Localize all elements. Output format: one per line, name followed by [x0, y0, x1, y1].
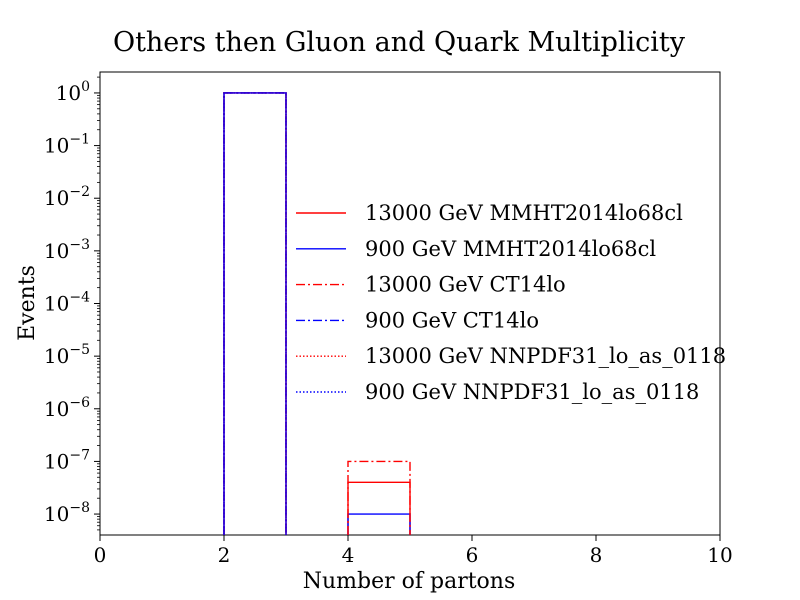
- chart-title: Others then Gluon and Quark Multiplicity: [113, 27, 686, 58]
- bar-series-3-bin-2: [347, 460, 411, 535]
- bar-series-6-bin-1: [223, 92, 287, 535]
- x-tick-label: 0: [94, 543, 107, 567]
- legend-label-5: 13000 GeV NNPDF31_lo_as_0118: [365, 344, 726, 368]
- x-tick-label: 10: [707, 543, 732, 567]
- y-tick-label: 10−5: [44, 342, 90, 368]
- legend-label-4: 900 GeV CT14lo: [365, 308, 539, 332]
- y-tick-label: 10−1: [44, 132, 90, 158]
- y-tick-label: 10−6: [44, 395, 90, 421]
- y-tick-label: 10−4: [44, 290, 90, 316]
- y-tick-label: 100: [56, 79, 90, 105]
- legend-label-3: 13000 GeV CT14lo: [365, 273, 566, 297]
- x-tick-label: 6: [466, 543, 479, 567]
- x-axis-label: Number of partons: [303, 569, 516, 594]
- legend-label-1: 13000 GeV MMHT2014lo68cl: [365, 201, 683, 225]
- y-tick-label: 10−3: [44, 237, 90, 263]
- legend-label-2: 900 GeV MMHT2014lo68cl: [365, 237, 656, 261]
- legend: 13000 GeV MMHT2014lo68cl 900 GeV MMHT2014…: [296, 201, 726, 404]
- y-tick-label: 10−2: [44, 184, 90, 210]
- bar-series-2-bin-2: [347, 513, 411, 535]
- histogram-bars: [223, 92, 411, 535]
- x-tick-label: 4: [342, 543, 355, 567]
- x-axis: 0 2 4 6 8 10: [94, 535, 733, 567]
- legend-label-6: 900 GeV NNPDF31_lo_as_0118: [365, 380, 699, 404]
- x-tick-label: 2: [218, 543, 231, 567]
- y-tick-label: 10−7: [44, 447, 90, 473]
- x-tick-label: 8: [590, 543, 603, 567]
- y-tick-label: 10−8: [44, 500, 90, 526]
- y-axis-label: Events: [15, 265, 40, 341]
- y-axis: 100 10−1 10−2 10−3 10−4 10−5 10−6 10−7 10−8: [44, 76, 100, 531]
